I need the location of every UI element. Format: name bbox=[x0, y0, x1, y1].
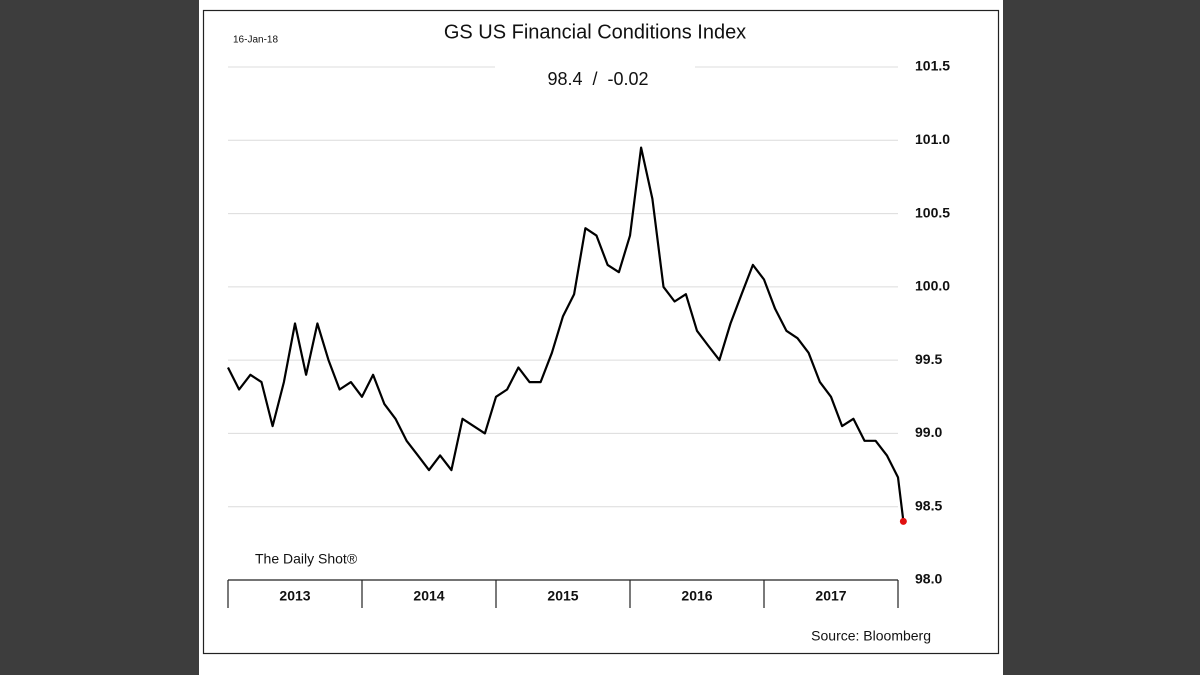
source: Source: Bloomberg bbox=[811, 628, 931, 644]
x-tick-label: 2015 bbox=[547, 588, 578, 604]
y-tick-label: 100.5 bbox=[915, 204, 950, 220]
watermark: The Daily Shot® bbox=[255, 551, 358, 567]
panel bbox=[199, 0, 1003, 675]
chart-title: GS US Financial Conditions Index bbox=[444, 21, 746, 43]
y-tick-label: 99.0 bbox=[915, 424, 942, 440]
x-tick-label: 2017 bbox=[815, 588, 846, 604]
y-tick-label: 101.0 bbox=[915, 131, 950, 147]
last-point bbox=[899, 517, 907, 525]
y-tick-label: 98.0 bbox=[915, 571, 942, 587]
date: 16-Jan-18 bbox=[233, 35, 278, 46]
y-tick-label: 101.5 bbox=[915, 58, 950, 74]
y-tick-label: 99.5 bbox=[915, 351, 942, 367]
x-tick-label: 2014 bbox=[413, 588, 444, 604]
x-tick-label: 2013 bbox=[279, 588, 310, 604]
x-tick-label: 2016 bbox=[681, 588, 712, 604]
grid bbox=[228, 66, 898, 508]
series-line bbox=[227, 146, 905, 522]
y-tick-label: 98.5 bbox=[915, 497, 942, 513]
y-tick-label: 100.0 bbox=[915, 278, 950, 294]
subtitle-box bbox=[495, 55, 695, 95]
subtitle: 98.4 / -0.02 bbox=[547, 69, 648, 89]
frame bbox=[202, 9, 1000, 655]
